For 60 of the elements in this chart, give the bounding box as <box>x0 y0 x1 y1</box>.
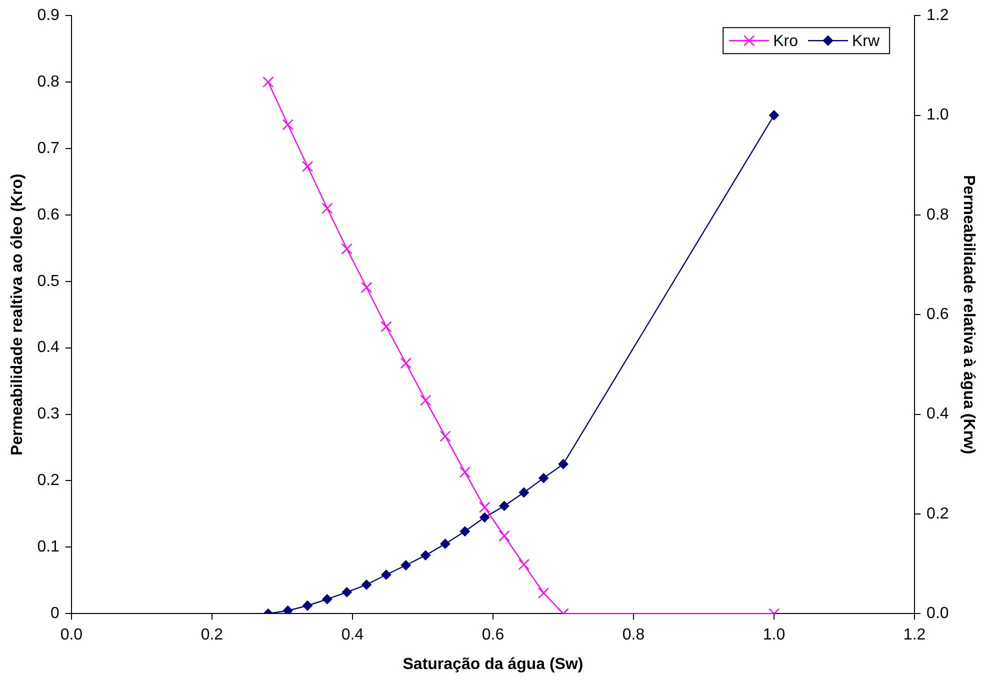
point <box>360 282 372 293</box>
point <box>380 321 392 332</box>
y-axis-title: Permeabilidade realtiva ao óleo (Kro) <box>9 174 26 456</box>
point <box>440 538 450 549</box>
point <box>262 76 274 88</box>
y-tick-label: 0.3 <box>37 406 60 423</box>
legend-label: Kro <box>773 33 798 50</box>
point <box>479 502 490 513</box>
y2-axis-title: Permeabilidade relativa à água (Krw) <box>960 174 977 454</box>
y2-tick-label: 0.2 <box>926 505 949 522</box>
x-tick-label: 0.0 <box>60 626 83 644</box>
y2-tick-label: 0.0 <box>926 605 949 622</box>
point <box>420 550 431 560</box>
y2-tick-label: 0.4 <box>926 406 949 423</box>
point <box>400 358 412 369</box>
point <box>538 587 550 599</box>
y2-tick-label: 1.2 <box>926 7 949 24</box>
point <box>518 558 530 570</box>
y-tick-label: 0.6 <box>37 206 60 224</box>
y-tick-label: 0 <box>50 605 60 622</box>
point <box>440 430 451 442</box>
point <box>322 594 332 604</box>
y-tick-label: 0.8 <box>37 73 60 90</box>
point <box>460 526 470 536</box>
point <box>381 570 392 580</box>
point <box>282 606 293 614</box>
point <box>420 394 432 406</box>
y-tick-label: 0.5 <box>37 272 60 290</box>
x-tick-label: 0.4 <box>341 626 364 644</box>
y-tick-label: 0.1 <box>37 538 60 556</box>
y-tick-label: 0.2 <box>37 472 60 490</box>
y2-tick-label: 1.0 <box>926 106 949 124</box>
point <box>342 587 352 598</box>
point <box>362 580 372 590</box>
x-axis-title: Saturação da água (Sw) <box>402 656 584 673</box>
point <box>302 160 314 172</box>
x-tick-label: 1.0 <box>762 626 786 644</box>
legend-label: Krw <box>852 33 880 50</box>
point <box>480 512 490 522</box>
point <box>538 473 549 484</box>
y-tick-label: 0.9 <box>37 7 60 24</box>
point <box>459 466 470 478</box>
point <box>282 119 294 130</box>
point <box>499 500 510 511</box>
x-tick-label: 0.2 <box>200 626 224 644</box>
point <box>558 459 568 470</box>
y-tick-label: 0.7 <box>37 140 60 157</box>
y2-tick-label: 0.6 <box>926 306 949 324</box>
point <box>769 110 780 120</box>
point <box>341 243 352 254</box>
point <box>400 560 411 570</box>
y2-tick-label: 0.8 <box>926 206 949 224</box>
y-tick-label: 0.4 <box>37 339 60 356</box>
point <box>322 202 333 214</box>
point <box>518 488 529 498</box>
x-tick-label: 0.8 <box>622 626 645 644</box>
x-tick-label: 0.6 <box>482 626 504 644</box>
point <box>302 600 313 611</box>
x-tick-label: 1.2 <box>903 626 926 644</box>
point <box>498 530 510 542</box>
